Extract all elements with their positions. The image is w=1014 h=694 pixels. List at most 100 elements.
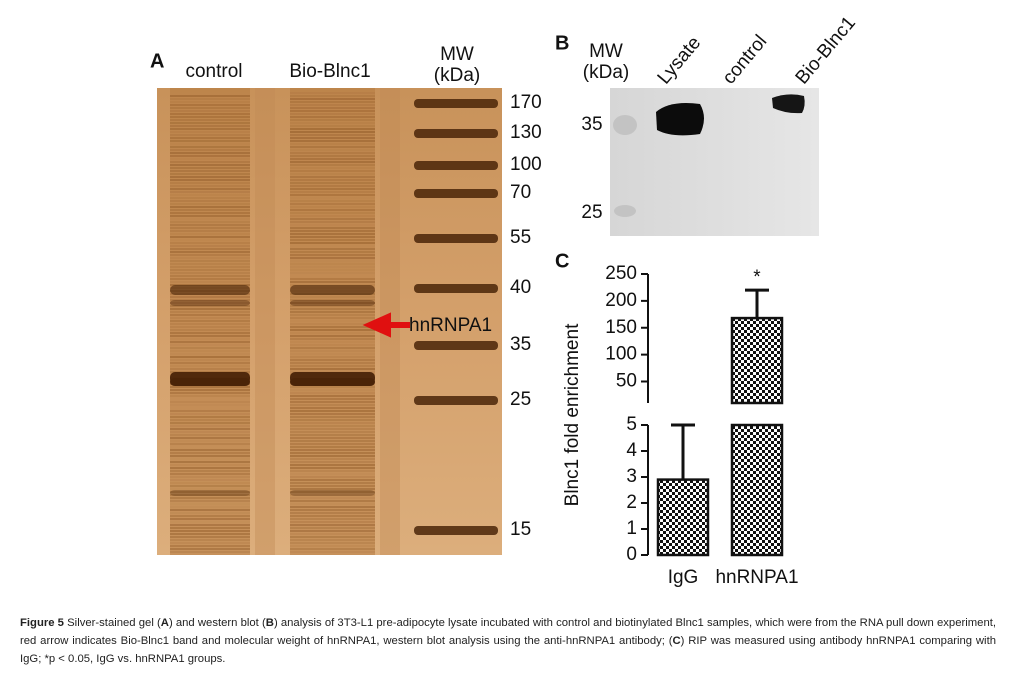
lane-label: Lysate bbox=[654, 33, 706, 89]
lane-band bbox=[290, 215, 375, 217]
marker-band bbox=[414, 189, 498, 198]
lane-band bbox=[290, 353, 375, 355]
lane-band bbox=[290, 218, 375, 220]
lane-band bbox=[170, 347, 250, 349]
lane-band bbox=[170, 428, 250, 430]
lane-band bbox=[170, 488, 250, 490]
marker-band bbox=[414, 129, 498, 138]
mw-label: 25 bbox=[581, 202, 602, 223]
lane-band bbox=[170, 188, 250, 190]
lane-band bbox=[170, 404, 250, 406]
lane-band bbox=[170, 155, 250, 157]
lane-band bbox=[290, 425, 375, 427]
lane-band bbox=[170, 338, 250, 340]
lane-band bbox=[290, 285, 375, 295]
lane-band bbox=[170, 389, 250, 391]
lane-band bbox=[170, 482, 250, 484]
lane-band bbox=[170, 239, 250, 241]
lane-band bbox=[290, 164, 375, 166]
lane-band bbox=[170, 494, 250, 496]
lane-band bbox=[170, 524, 250, 526]
lane-band bbox=[290, 473, 375, 475]
lane-band bbox=[170, 443, 250, 445]
lane-band bbox=[290, 188, 375, 190]
lane-band bbox=[170, 269, 250, 271]
lane-band bbox=[170, 197, 250, 199]
lane-band bbox=[170, 251, 250, 253]
mw-label: 15 bbox=[510, 519, 531, 540]
y-tick-label: 1 bbox=[626, 518, 637, 539]
lane-band bbox=[170, 285, 250, 295]
lane-band bbox=[290, 488, 375, 490]
lane-band bbox=[170, 116, 250, 118]
lane-band bbox=[290, 347, 375, 349]
lane-band bbox=[170, 200, 250, 202]
y-tick-label: 200 bbox=[605, 290, 637, 311]
lane-band bbox=[290, 194, 375, 196]
lane-band bbox=[290, 545, 375, 547]
lane-band bbox=[170, 185, 250, 187]
mw-label: 25 bbox=[510, 389, 531, 410]
y-tick-label: 50 bbox=[616, 371, 637, 392]
lane-band bbox=[290, 224, 375, 226]
lane-band bbox=[290, 128, 375, 130]
lane-band bbox=[170, 254, 250, 256]
lane-band bbox=[290, 524, 375, 526]
lane-band bbox=[290, 446, 375, 448]
caption-text: Figure 5 bbox=[20, 617, 64, 629]
lane-band bbox=[290, 461, 375, 463]
lane-band bbox=[170, 110, 250, 112]
lane-band bbox=[170, 533, 250, 535]
lane-band bbox=[170, 416, 250, 418]
mw-title: (kDa) bbox=[583, 62, 629, 83]
lane-band bbox=[170, 395, 250, 397]
lane-band bbox=[290, 485, 375, 487]
mw-label: 35 bbox=[581, 114, 602, 135]
lane-band bbox=[170, 152, 250, 154]
lane-band bbox=[290, 443, 375, 445]
lane-band bbox=[170, 203, 250, 205]
lane-band bbox=[170, 449, 250, 451]
lane-band bbox=[290, 539, 375, 541]
mw-label: 130 bbox=[510, 122, 542, 143]
lane-band bbox=[290, 155, 375, 157]
marker-band bbox=[414, 161, 498, 170]
arrow bbox=[362, 312, 410, 338]
lane-band bbox=[170, 464, 250, 466]
lane-band bbox=[170, 149, 250, 151]
lane-band bbox=[170, 275, 250, 277]
lane-band bbox=[290, 158, 375, 160]
lane-band bbox=[290, 407, 375, 409]
lane-band bbox=[290, 482, 375, 484]
lane-band bbox=[170, 134, 250, 136]
caption-text: A bbox=[160, 617, 169, 629]
lane-band bbox=[170, 131, 250, 133]
lane-band bbox=[290, 209, 375, 211]
lane-band bbox=[170, 362, 250, 364]
lane-band bbox=[290, 452, 375, 454]
lane-band bbox=[170, 320, 250, 322]
lane-band bbox=[290, 401, 375, 403]
lane-band bbox=[290, 227, 375, 229]
lane-band bbox=[290, 98, 375, 100]
lane-band bbox=[170, 242, 250, 244]
lane-band bbox=[170, 490, 250, 496]
lane-band bbox=[290, 422, 375, 424]
lane-band bbox=[290, 494, 375, 496]
lane-band bbox=[170, 518, 250, 520]
lane-band bbox=[290, 410, 375, 412]
lane-band bbox=[170, 164, 250, 166]
lane-band bbox=[290, 266, 375, 268]
annotation: hnRNPA1 bbox=[409, 315, 492, 336]
lane-band bbox=[290, 167, 375, 169]
lane-band bbox=[170, 161, 250, 163]
lane-band bbox=[290, 140, 375, 142]
blot-background bbox=[610, 88, 819, 236]
lane-band bbox=[290, 143, 375, 145]
x-tick-label: hnRNPA1 bbox=[715, 567, 798, 588]
lane-band bbox=[170, 299, 250, 301]
lane-band bbox=[290, 434, 375, 436]
marker-band bbox=[414, 526, 498, 535]
lane-band bbox=[290, 212, 375, 214]
lane-band bbox=[290, 368, 375, 370]
